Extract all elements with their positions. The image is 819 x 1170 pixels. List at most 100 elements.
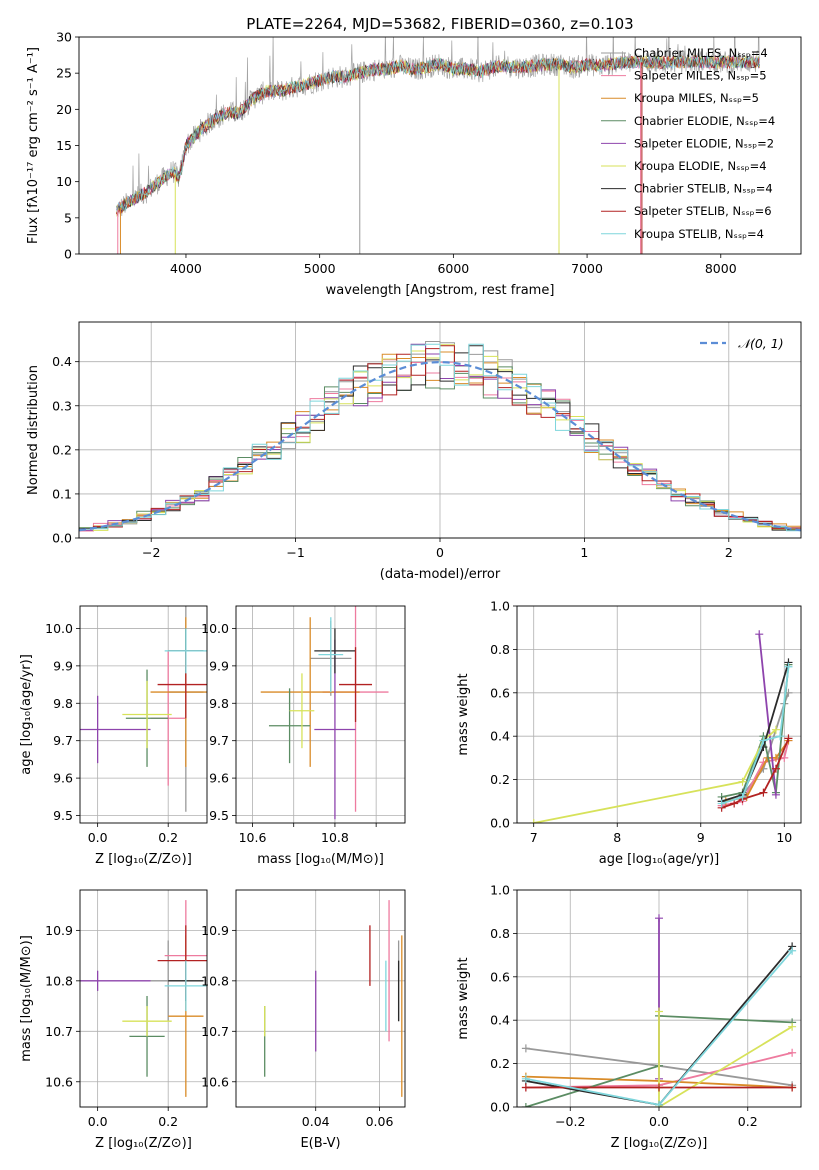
weight-series-line: [758, 634, 777, 795]
y-tick-label: 9.8: [209, 696, 229, 711]
residual-histogram: [79, 343, 801, 532]
x-tick-label: 0.2: [738, 1114, 758, 1129]
weight-point-marker: [521, 1074, 530, 1083]
x-tick-label: 0.2: [158, 830, 178, 845]
x-tick-label: 0.0: [88, 1114, 108, 1129]
axes-frame: [79, 605, 208, 824]
x-tick-label: 7: [530, 830, 538, 845]
y-tick-label: 9.9: [209, 658, 229, 673]
weight-point-marker: [738, 792, 747, 801]
weight-point-marker: [521, 1044, 530, 1053]
x-tick-label: 8: [613, 830, 621, 845]
y-tick-label: 0.6: [490, 969, 510, 984]
weight-point-marker: [788, 1022, 797, 1031]
y-axis-label: Flux [fλ10⁻¹⁷ erg cm⁻² s⁻¹ A⁻¹]: [26, 47, 41, 244]
legend-label: Chabrier ELODIE, Nₛₛₚ=4: [634, 114, 775, 128]
weight-point-marker: [655, 1083, 663, 1092]
weight-point-marker: [788, 946, 797, 955]
y-tick-label: 0.0: [490, 816, 510, 831]
y-tick-label: 25: [56, 66, 72, 81]
y-tick-label: 10.7: [45, 1024, 73, 1039]
x-tick-label: 2: [725, 545, 733, 560]
weight-point-marker: [771, 790, 780, 799]
y-tick-label: 30: [56, 30, 72, 45]
y-tick-label: 0.3: [52, 398, 72, 413]
weight-point-marker: [655, 914, 663, 923]
x-tick-label: −0.2: [555, 1114, 585, 1129]
legend-label: Kroupa ELODIE, Nₛₛₚ=4: [634, 159, 767, 173]
x-axis-label: Z [log₁₀(Z/Z⊙)]: [611, 1136, 708, 1151]
x-axis-label: E(B-V): [300, 1136, 340, 1151]
x-tick-label: 8000: [705, 261, 737, 276]
y-tick-label: 1.0: [490, 883, 510, 898]
weight-point-marker: [655, 1100, 663, 1107]
x-tick-label: 6000: [437, 261, 469, 276]
y-tick-label: 0.2: [52, 442, 72, 457]
y-axis-label: Normed distribution: [26, 365, 41, 495]
y-tick-label: 9.8: [53, 696, 73, 711]
y-axis-label: age [log₁₀(age/yr)]: [19, 654, 34, 775]
figure-title: PLATE=2264, MJD=53682, FIBERID=0360, z=0…: [246, 15, 633, 33]
plot-area-mass_vs_ebv: [264, 900, 403, 1097]
y-axis-label: mass weight: [456, 673, 471, 755]
weight-point-marker: [759, 788, 768, 797]
weight-point-marker: [788, 1048, 797, 1057]
x-axis-label: wavelength [Angstrom, rest frame]: [326, 283, 555, 298]
weight-point-marker: [771, 725, 780, 734]
axes-spectrum: 4000 5000 6000 7000 8000 0 5 10 15 20 25 30 waveleng…: [26, 30, 802, 298]
x-tick-label: 10: [776, 830, 792, 845]
axes-age_vs_mass: 10.6 10.8 9.5 9.6 9.7 9.8 9.9 10.0 mass [log₁₀(M…: [201, 605, 406, 867]
legend-label: 𝒩(0, 1): [738, 336, 784, 351]
x-axis-label: Z [log₁₀(Z/Z⊙)]: [95, 1136, 192, 1151]
axes-frame: [79, 889, 208, 1108]
x-tick-label: −1: [286, 545, 304, 560]
y-tick-label: 10.6: [45, 1074, 73, 1089]
plot-area-age_vs_Z: [80, 606, 207, 812]
y-tick-label: 20: [56, 102, 72, 117]
residual-histogram: [79, 344, 801, 531]
x-tick-label: 9: [697, 830, 705, 845]
y-tick-label: 9.7: [209, 733, 229, 748]
axes-mass_vs_Z: 0.0 0.2 10.6 10.7 10.8 10.9 Z [log₁₀(Z/Z⊙)] mas…: [19, 889, 208, 1151]
x-axis-label: mass [log₁₀(M/M⊙)]: [257, 852, 384, 867]
axes-age_vs_Z: 0.0 0.2 9.5 9.6 9.7 9.8 9.9 10.0 Z [log₁₀(Z/Z⊙)]…: [19, 605, 208, 867]
weight-point-marker: [776, 732, 785, 741]
legend-label: Kroupa STELIB, Nₛₛₚ=4: [634, 227, 764, 241]
y-tick-label: 9.5: [53, 808, 73, 823]
y-tick-label: 0.2: [490, 772, 510, 787]
axes-frame: [516, 889, 802, 1108]
x-axis-label: Z [log₁₀(Z/Z⊙)]: [95, 852, 192, 867]
y-tick-label: 0.0: [52, 531, 72, 546]
y-tick-label: 9.9: [53, 658, 73, 673]
plot-area-residuals: [79, 340, 801, 532]
y-tick-label: 0.8: [490, 926, 510, 941]
axes-frame: [235, 605, 406, 824]
axes-frame: [235, 889, 406, 1108]
weight-series-line: [658, 1011, 793, 1107]
weight-point-marker: [788, 1083, 797, 1092]
weight-point-marker: [784, 662, 793, 671]
y-tick-label: 10.0: [201, 621, 229, 636]
x-tick-label: 5000: [304, 261, 336, 276]
axes-residuals: −2 −1 0 1 2 0.0 0.1 0.2 0.3 0.4 (data-model)/error…: [26, 321, 802, 582]
legend-label: Salpeter STELIB, Nₛₛₚ=6: [634, 204, 772, 218]
weight-point-marker: [771, 764, 780, 773]
x-tick-label: 0: [436, 545, 444, 560]
normal-reference-curve: [79, 360, 801, 532]
y-tick-label: 0.2: [490, 1056, 510, 1071]
x-axis-label: age [log₁₀(age/yr)]: [599, 852, 720, 867]
y-tick-label: 1.0: [490, 599, 510, 614]
legend-label: Kroupa MILES, Nₛₛₚ=5: [634, 91, 759, 105]
y-tick-label: 15: [56, 138, 72, 153]
legend-label: Salpeter ELODIE, Nₛₛₚ=2: [634, 136, 774, 150]
y-axis-label: mass weight: [456, 957, 471, 1039]
axes-frame: [516, 605, 802, 824]
y-tick-label: 0.0: [490, 1100, 510, 1115]
weight-series-line: [533, 729, 777, 823]
legend: Chabrier MILES, Nₛₛₚ=4 Salpeter MILES, Nₛ…: [601, 46, 775, 241]
weight-point-marker: [730, 799, 739, 808]
y-tick-label: 9.6: [209, 771, 229, 786]
x-axis-label: (data-model)/error: [380, 567, 501, 582]
y-tick-label: 10.8: [201, 973, 229, 988]
